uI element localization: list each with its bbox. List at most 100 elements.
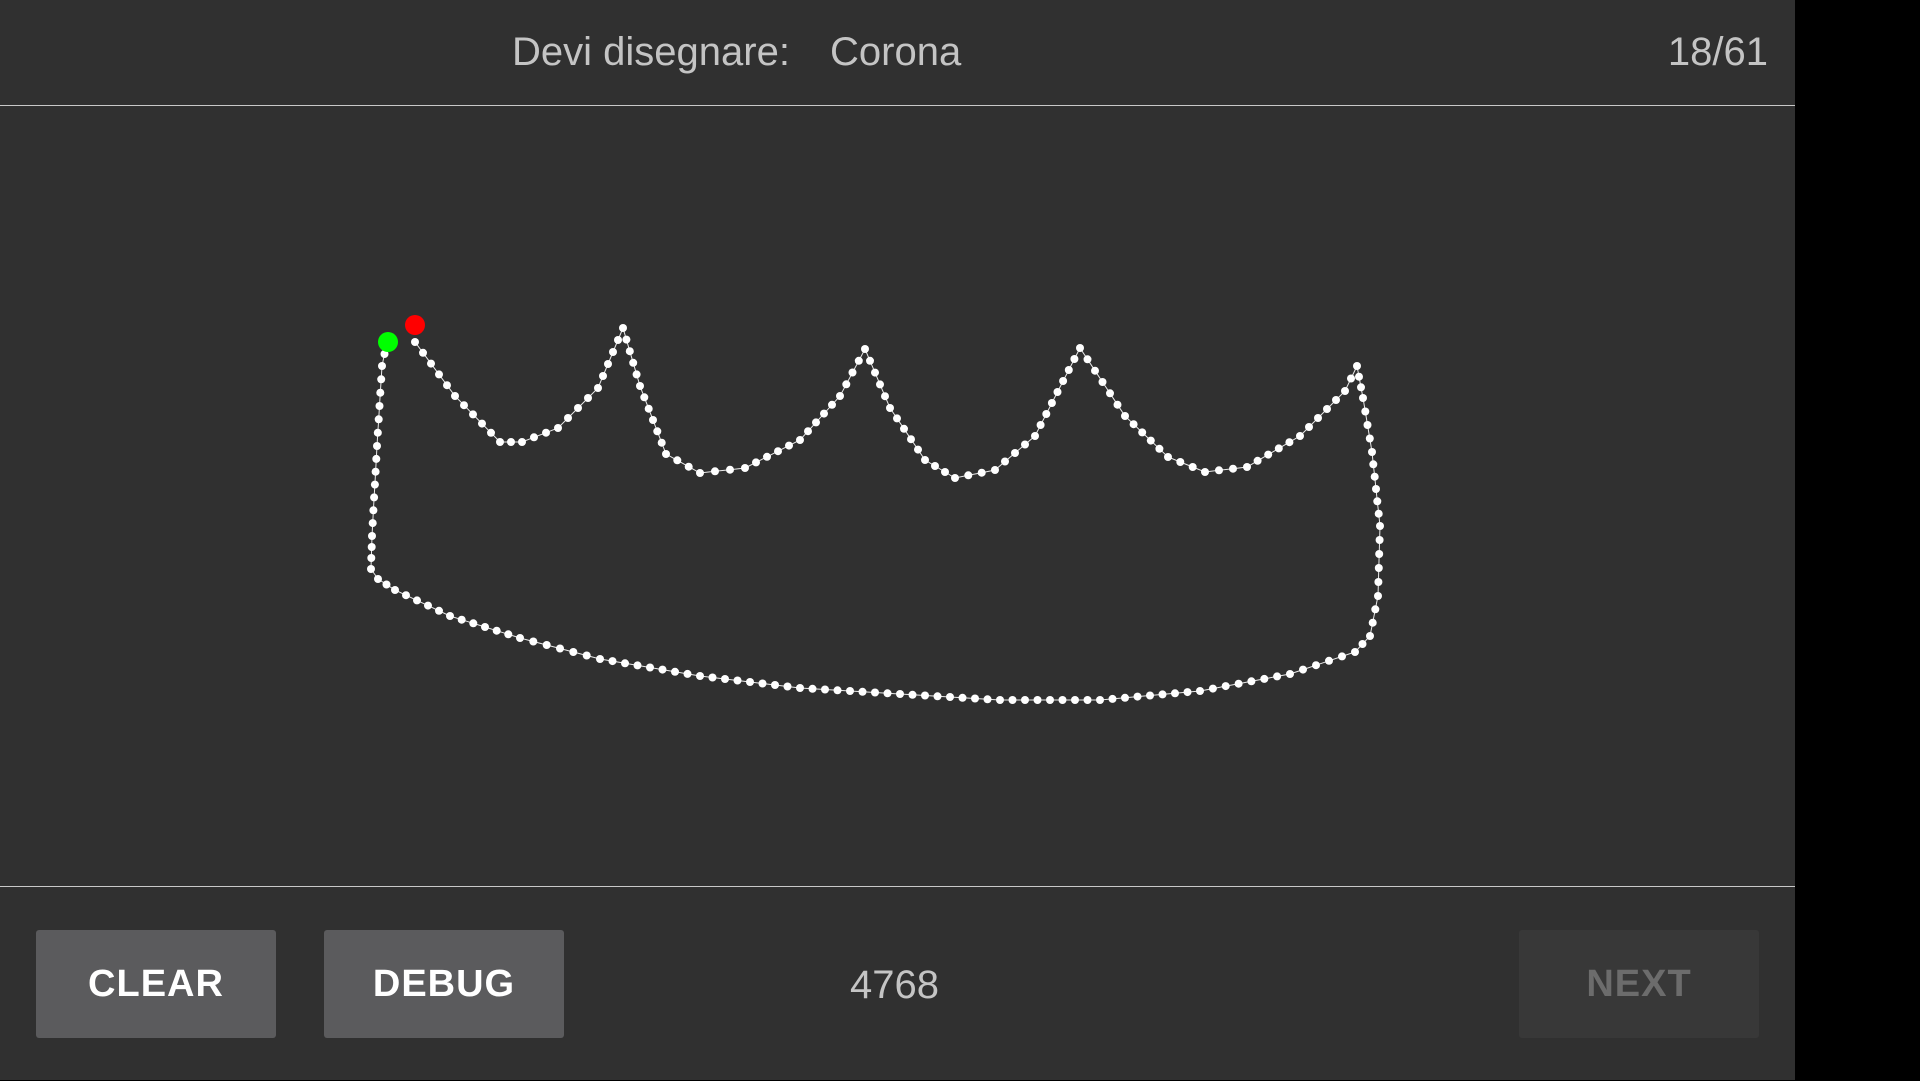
stroke-point (964, 471, 973, 480)
stroke-point (752, 458, 760, 467)
stroke-point (584, 394, 592, 402)
stroke-point (876, 380, 884, 389)
stroke-point (633, 661, 642, 670)
stroke-point (1146, 436, 1155, 445)
stroke-point (1091, 366, 1099, 375)
stroke-point (1234, 679, 1243, 688)
stroke-point (478, 419, 486, 428)
stroke-point (871, 368, 879, 377)
stroke-point (371, 467, 380, 476)
stroke-point (1357, 383, 1365, 392)
stroke-point (451, 392, 459, 400)
stroke-point (1373, 497, 1382, 506)
stroke-point (711, 467, 719, 476)
stroke-point (621, 659, 629, 668)
stroke-point (460, 401, 468, 410)
stroke-point (375, 402, 384, 410)
stroke-point (1366, 632, 1374, 640)
stroke-point (435, 606, 443, 615)
stroke-point (958, 693, 967, 702)
stroke-point (733, 676, 742, 685)
stroke-point (1121, 412, 1129, 420)
stroke-point (896, 690, 904, 698)
progress-counter: 18/61 (1667, 30, 1768, 74)
stroke-point (504, 630, 513, 639)
stroke-point (658, 665, 667, 674)
stroke-point (373, 442, 381, 450)
stroke-point (1368, 448, 1376, 456)
stroke-point (1036, 421, 1045, 429)
stroke-point (1253, 456, 1262, 465)
stroke-point (1273, 672, 1282, 681)
stroke-point (370, 493, 379, 502)
stroke-point (368, 519, 377, 528)
next-button[interactable]: NEXT (1519, 930, 1759, 1038)
drawing-canvas[interactable] (0, 106, 1795, 886)
stroke-point (564, 414, 572, 422)
start-point-marker (378, 332, 398, 352)
debug-button[interactable]: DEBUG (324, 930, 564, 1038)
stroke-point (1369, 460, 1378, 469)
stroke-point (1208, 684, 1217, 693)
stroke-point (821, 685, 829, 694)
stroke-point (530, 433, 538, 442)
stroke-point (921, 691, 929, 700)
stroke-point (424, 601, 432, 610)
stroke-point (518, 438, 526, 446)
stroke-point (861, 345, 869, 353)
stroke-point (369, 506, 378, 515)
stroke-point (636, 382, 644, 390)
stroke-point (1106, 389, 1114, 398)
stroke-point (726, 465, 734, 474)
stroke-point (696, 672, 704, 680)
stroke-point (746, 678, 754, 686)
stroke-point (622, 335, 631, 344)
stroke-point (1374, 509, 1383, 518)
stroke-point (977, 468, 986, 477)
stroke-point (921, 456, 929, 464)
stroke-point (367, 554, 376, 562)
stroke-point (529, 637, 538, 646)
stroke-point (402, 591, 410, 600)
stroke-point (427, 359, 435, 368)
stroke-point (542, 641, 551, 649)
stroke-point (1353, 362, 1361, 370)
stroke-point (419, 348, 427, 357)
stroke-point (1046, 696, 1054, 704)
stroke-point (684, 462, 693, 471)
stroke-point (625, 347, 634, 356)
stroke-point (1083, 355, 1092, 364)
stroke-point (1351, 648, 1359, 656)
stroke-point (808, 684, 817, 693)
stroke-point (516, 634, 524, 642)
stroke-point (848, 368, 857, 377)
stroke-point (1375, 536, 1384, 544)
stroke-point (833, 686, 842, 695)
stroke-point (1196, 687, 1204, 695)
stroke-point (1341, 387, 1349, 395)
stroke-point (1096, 696, 1104, 704)
stroke-point (596, 655, 604, 663)
stroke-point (435, 370, 443, 379)
stroke-point (991, 466, 999, 474)
stroke-point (377, 375, 386, 384)
stroke-point (653, 427, 662, 436)
clear-button[interactable]: CLEAR (36, 930, 276, 1038)
stroke-point (836, 392, 844, 400)
stroke-point (1347, 374, 1355, 383)
stroke-point (1286, 670, 1294, 678)
stroke-point (574, 404, 582, 412)
stroke-point (783, 682, 792, 691)
stroke-point (1133, 692, 1142, 701)
stroke-point (1374, 578, 1383, 586)
stroke-point (1365, 434, 1374, 443)
stroke-point (886, 404, 894, 412)
stroke-point (951, 474, 959, 482)
score-value: 4768 (850, 963, 939, 1007)
stroke-point (1121, 693, 1129, 702)
stroke-point (632, 370, 641, 379)
stroke-point (382, 580, 391, 589)
stroke-point (629, 358, 638, 367)
stroke-point (599, 372, 607, 380)
drawing-svg (367, 315, 1384, 704)
